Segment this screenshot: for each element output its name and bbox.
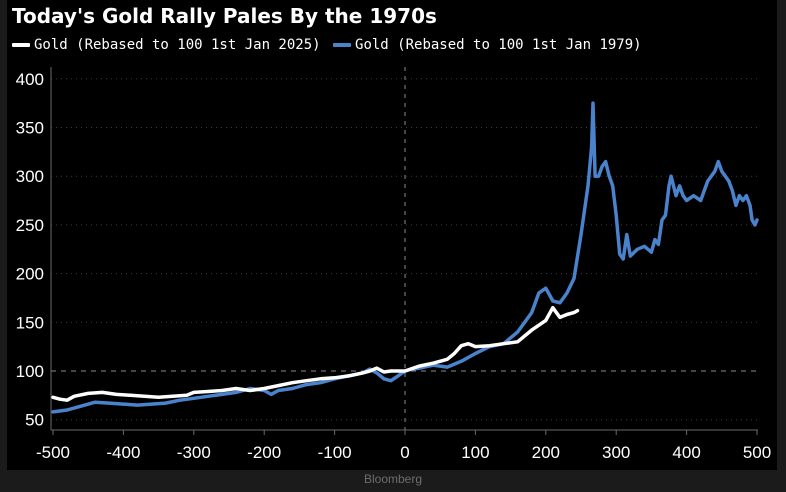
legend-item-2025: Gold (Rebased to 100 1st Jan 2025) bbox=[12, 37, 321, 53]
x-tick-label--100: -100 bbox=[318, 443, 352, 462]
legend-label-2025: Gold (Rebased to 100 1st Jan 2025) bbox=[34, 37, 321, 53]
y-tick-label-150: 150 bbox=[16, 313, 44, 332]
series-line-1979 bbox=[51, 101, 759, 414]
chart-title: Today's Gold Rally Pales By the 1970s bbox=[12, 4, 437, 28]
y-tick-label-250: 250 bbox=[16, 216, 44, 235]
tick-labels: 50 100 150 200 250 300 350 400 -500 -400 -300 -200 -… bbox=[16, 70, 772, 462]
x-tick-label-500: 500 bbox=[743, 443, 771, 462]
x-tick-label--200: -200 bbox=[247, 443, 281, 462]
y-tick-label-300: 300 bbox=[16, 167, 44, 186]
y-tick-label-350: 350 bbox=[16, 119, 44, 138]
series-line-2025 bbox=[51, 305, 580, 402]
x-tick-label--400: -400 bbox=[106, 443, 140, 462]
legend-label-1979: Gold (Rebased to 100 1st Jan 1979) bbox=[355, 37, 642, 53]
series-lines bbox=[51, 101, 759, 414]
y-tick-label-400: 400 bbox=[16, 70, 44, 89]
y-tick-label-50: 50 bbox=[25, 411, 44, 430]
axes bbox=[50, 67, 758, 435]
x-tick-label-0: 0 bbox=[400, 443, 409, 462]
x-tick-label--300: -300 bbox=[177, 443, 211, 462]
y-tick-label-100: 100 bbox=[16, 362, 44, 381]
legend-swatch-blue bbox=[333, 43, 352, 47]
source-credit: Bloomberg bbox=[363, 472, 423, 486]
x-tick-label-200: 200 bbox=[532, 443, 560, 462]
y-tick-label-200: 200 bbox=[16, 265, 44, 284]
x-tick-label--500: -500 bbox=[36, 443, 70, 462]
x-tick-label-400: 400 bbox=[672, 443, 700, 462]
x-tick-label-100: 100 bbox=[461, 443, 489, 462]
x-tick-label-300: 300 bbox=[602, 443, 630, 462]
legend-swatch-white bbox=[12, 43, 30, 47]
legend: Gold (Rebased to 100 1st Jan 2025) Gold … bbox=[12, 35, 646, 53]
legend-item-1979: Gold (Rebased to 100 1st Jan 1979) bbox=[333, 37, 642, 53]
